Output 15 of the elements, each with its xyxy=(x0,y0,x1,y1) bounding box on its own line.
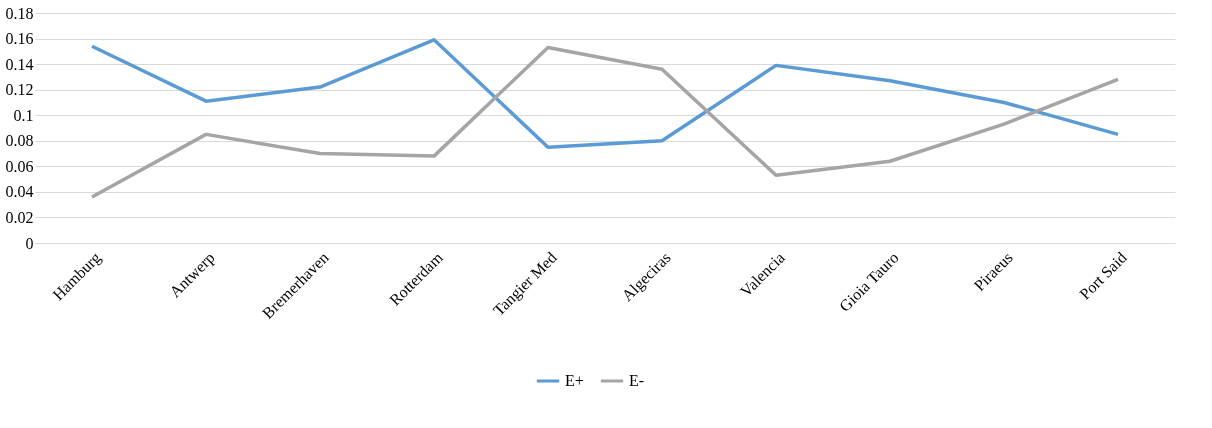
y-tick-label: 0.08 xyxy=(5,132,34,150)
y-tick-label: 0.04 xyxy=(5,183,34,201)
legend-label: E- xyxy=(629,372,645,389)
line-series xyxy=(90,45,1120,199)
y-tick-label: 0.16 xyxy=(5,30,34,48)
y-tick-label: 0.1 xyxy=(13,106,34,124)
line-series xyxy=(90,38,1120,149)
y-tick-label: 0.12 xyxy=(5,81,34,99)
y-tick-label: 0 xyxy=(25,234,34,252)
x-tick-label: Port Said xyxy=(1075,248,1130,303)
legend-label: E+ xyxy=(565,372,584,389)
y-tick-label: 0.06 xyxy=(5,157,34,175)
y-tick-label: 0.14 xyxy=(5,55,34,73)
y-tick-label: 0.02 xyxy=(5,208,34,226)
y-tick-label: 0.18 xyxy=(5,4,34,22)
